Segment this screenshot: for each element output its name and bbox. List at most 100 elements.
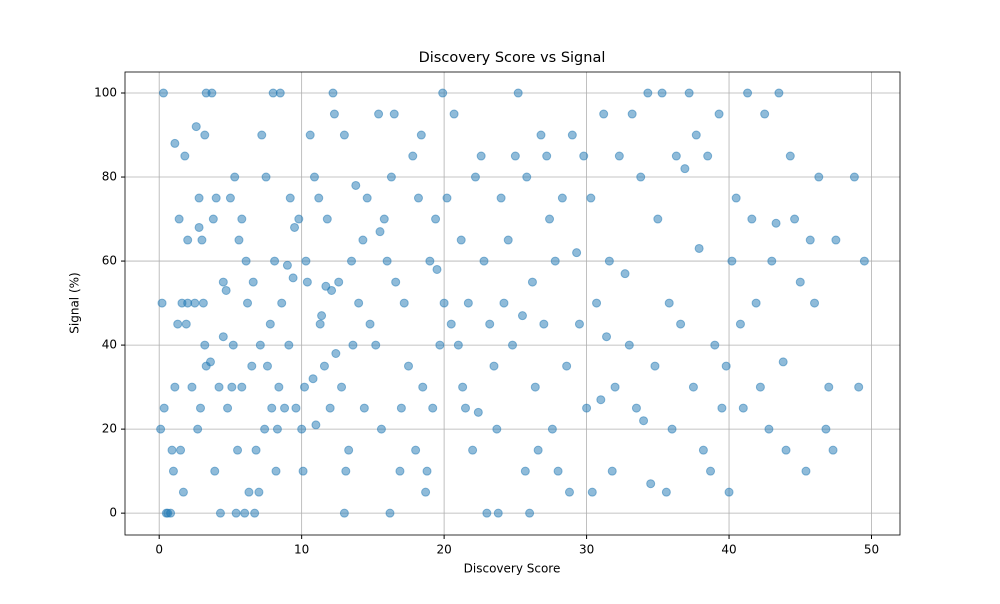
y-tick-label: 60 [102, 254, 117, 268]
point [435, 340, 445, 350]
point [262, 361, 272, 371]
point [237, 214, 247, 224]
point [261, 172, 271, 182]
point [200, 340, 210, 350]
point [200, 130, 210, 140]
point [422, 466, 432, 476]
point [513, 88, 523, 98]
point [676, 319, 686, 329]
point [173, 319, 183, 329]
point [579, 151, 589, 161]
point [479, 256, 489, 266]
plot-frame [124, 71, 901, 536]
point [738, 403, 748, 413]
y-tick-label: 40 [102, 338, 117, 352]
point [508, 340, 517, 350]
point [411, 445, 421, 455]
point [358, 235, 368, 245]
point [174, 214, 184, 224]
point [386, 172, 396, 182]
point [374, 109, 384, 119]
point [205, 357, 215, 367]
point [602, 332, 612, 342]
x-tick-label: 30 [579, 543, 594, 557]
point [178, 487, 188, 497]
point [196, 403, 206, 413]
point [438, 88, 448, 98]
point [385, 508, 395, 518]
point [499, 298, 509, 308]
point [503, 235, 513, 245]
point [831, 235, 841, 245]
point [596, 395, 606, 405]
point [272, 424, 282, 434]
point [271, 466, 281, 476]
point [240, 508, 250, 518]
x-tick-label: 40 [721, 543, 736, 557]
point [781, 445, 791, 455]
point [814, 172, 824, 182]
point [210, 466, 220, 476]
point [801, 466, 811, 476]
point [810, 298, 820, 308]
point [614, 151, 624, 161]
point [298, 466, 308, 476]
point [828, 445, 838, 455]
x-tick-label: 50 [864, 543, 879, 557]
point [309, 172, 319, 182]
point [231, 508, 241, 518]
point [223, 403, 233, 413]
point [190, 298, 200, 308]
point [664, 298, 674, 308]
point [755, 382, 765, 392]
point [854, 382, 864, 392]
point [824, 382, 834, 392]
point [194, 222, 204, 232]
point [698, 445, 708, 455]
point [183, 235, 193, 245]
point [325, 403, 335, 413]
point [270, 256, 280, 266]
x-tick-label: 20 [436, 543, 451, 557]
point [767, 256, 777, 266]
point [714, 109, 724, 119]
point [291, 403, 301, 413]
point [331, 348, 341, 358]
point [439, 298, 449, 308]
point [277, 298, 287, 308]
point [418, 382, 428, 392]
point [446, 319, 456, 329]
point [348, 340, 358, 350]
point [533, 445, 543, 455]
point [691, 130, 701, 140]
point [315, 319, 325, 329]
point [684, 88, 694, 98]
point [586, 193, 596, 203]
point [347, 256, 357, 266]
point [359, 403, 369, 413]
point [643, 88, 653, 98]
point [416, 130, 426, 140]
point [805, 235, 815, 245]
point [308, 374, 318, 384]
point [399, 298, 409, 308]
point [492, 424, 502, 434]
point [527, 277, 537, 287]
point [362, 193, 372, 203]
point [375, 227, 385, 237]
point [536, 130, 546, 140]
point [751, 298, 761, 308]
point [255, 340, 265, 350]
point [706, 466, 716, 476]
point [365, 319, 375, 329]
point [721, 361, 731, 371]
point [285, 193, 295, 203]
point [582, 403, 592, 413]
point [233, 445, 243, 455]
point [334, 277, 344, 287]
point [458, 382, 468, 392]
point [218, 332, 228, 342]
point [735, 319, 745, 329]
point [267, 403, 277, 413]
point [774, 88, 784, 98]
